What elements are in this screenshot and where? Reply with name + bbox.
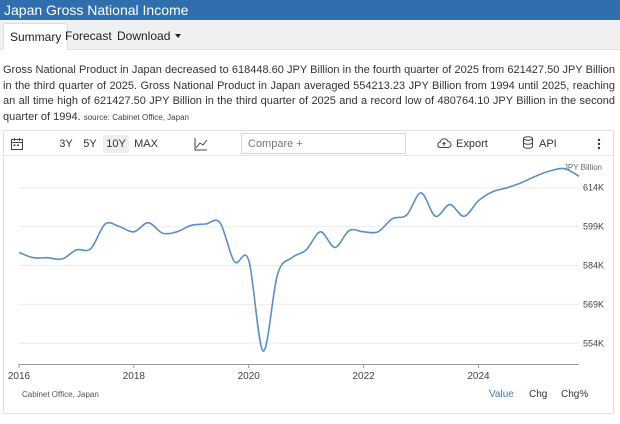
x-tick-label: 2018 xyxy=(123,371,146,382)
chg-button[interactable]: Chg xyxy=(529,389,548,400)
more-vertical-icon[interactable] xyxy=(594,135,604,153)
line-chart-icon[interactable] xyxy=(192,135,210,153)
database-icon xyxy=(523,136,533,149)
x-tick-label: 2024 xyxy=(467,371,490,382)
chart-card: 3Y 5Y 10Y MAX Export API xyxy=(3,130,614,414)
y-tick-label: 584K xyxy=(583,261,604,271)
y-tick-label: 554K xyxy=(583,338,604,348)
api-label: API xyxy=(539,138,557,150)
y-tick-label: 599K xyxy=(583,222,604,232)
x-tick-label: 2022 xyxy=(352,371,375,382)
y-tick-label: 569K xyxy=(583,299,604,309)
description-source: source: Cabinet Office, Japan xyxy=(83,112,189,122)
chg-percent-button[interactable]: Chg% xyxy=(561,389,589,400)
chevron-down-icon xyxy=(175,34,182,38)
x-tick-label: 2016 xyxy=(8,371,31,382)
calendar-icon[interactable] xyxy=(8,135,26,153)
tab-download-label: Download xyxy=(117,29,171,43)
value-button[interactable]: Value xyxy=(489,389,514,400)
compare-input[interactable] xyxy=(241,133,406,154)
tab-summary[interactable]: Summary xyxy=(3,23,69,50)
range-10y-button[interactable]: 10Y xyxy=(103,135,129,153)
description-paragraph: Gross National Product in Japan decrease… xyxy=(3,63,615,125)
tab-forecast[interactable]: Forecast xyxy=(65,29,112,43)
export-label: Export xyxy=(456,138,488,150)
range-max-button[interactable]: MAX xyxy=(134,138,158,150)
page-title: Japan Gross National Income xyxy=(4,2,189,18)
export-button[interactable]: Export xyxy=(436,135,490,153)
series-line-gnp xyxy=(18,167,580,352)
api-button[interactable]: API xyxy=(522,135,562,153)
description-text: Gross National Product in Japan decrease… xyxy=(3,64,615,123)
range-5y-button[interactable]: 5Y xyxy=(83,138,97,150)
tab-bar: Summary Forecast Download xyxy=(0,20,620,50)
unit-label: JPY Billion xyxy=(564,163,602,172)
line-chart: JPY Billion 554K 569K 584K 599K 614K 2016 2018 2… xyxy=(8,163,604,382)
y-tick-label: 614K xyxy=(583,183,604,193)
chart-source-label: Cabinet Office, Japan xyxy=(22,390,99,399)
chart-toolbar: 3Y 5Y 10Y MAX Export API xyxy=(4,131,613,156)
tab-download[interactable]: Download xyxy=(117,23,182,50)
cloud-upload-icon xyxy=(437,138,452,148)
x-tick-label: 2020 xyxy=(238,371,261,382)
page-title-bar: Japan Gross National Income xyxy=(0,0,620,20)
range-3y-button[interactable]: 3Y xyxy=(59,138,73,150)
